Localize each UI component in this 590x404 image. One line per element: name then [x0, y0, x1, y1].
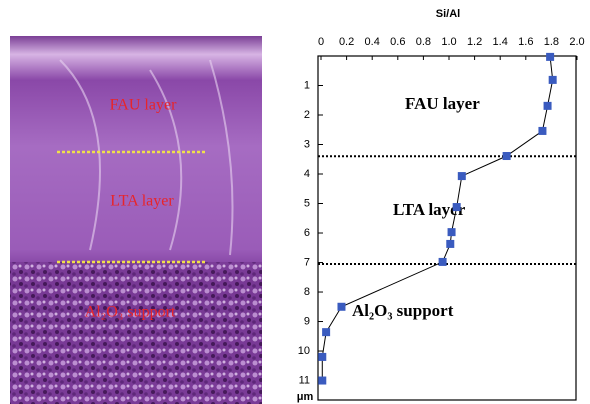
annotation: FAU layer	[405, 94, 480, 113]
support-texture	[10, 262, 262, 404]
micrograph-label: Al₂O₃ support	[85, 304, 176, 321]
x-tick-label: 1.8	[544, 36, 559, 48]
x-tick-label: 0.4	[365, 36, 380, 48]
y-axis-label: μm	[297, 391, 314, 403]
data-point	[503, 152, 511, 160]
data-point	[453, 203, 461, 211]
data-point	[458, 172, 466, 180]
x-tick-label: 0	[318, 36, 324, 48]
y-tick-label: 10	[298, 345, 310, 357]
data-point	[318, 377, 326, 385]
y-tick-label: 11	[299, 374, 310, 386]
y-tick-label: 8	[304, 286, 310, 298]
x-tick-label: 0.6	[390, 36, 405, 48]
y-tick-label: 7	[304, 256, 310, 268]
y-tick-label: 4	[304, 168, 310, 180]
micrograph-label: FAU layer	[110, 97, 177, 114]
data-point	[544, 102, 552, 110]
x-tick-label: 1.0	[441, 36, 456, 48]
data-point	[448, 228, 456, 236]
micrograph: FAU layer LTA layer Al₂O₃ support	[10, 36, 262, 404]
y-tick-label: 2	[304, 109, 310, 121]
x-tick-label: 1.4	[493, 36, 508, 48]
data-point	[546, 53, 554, 61]
y-tick-label: 3	[304, 138, 310, 150]
y-tick-label: 6	[304, 227, 310, 239]
data-point	[446, 240, 454, 248]
annotation: Al₂O₃ support	[352, 301, 454, 320]
data-point	[439, 258, 447, 266]
data-point	[337, 303, 345, 311]
x-tick-label: 0.8	[416, 36, 431, 48]
x-tick-label: 2.0	[569, 36, 584, 48]
chart: Si/Al μm FAU layer LTA layer Al₂O₃ suppo…	[297, 8, 585, 403]
figure: FAU layer LTA layer Al₂O₃ support Si/Al …	[0, 0, 590, 404]
micrograph-label: LTA layer	[110, 193, 174, 210]
data-point	[538, 127, 546, 135]
y-tick-label: 5	[304, 197, 310, 209]
x-axis-label: Si/Al	[436, 8, 460, 20]
x-tick-label: 1.6	[518, 36, 533, 48]
y-tick-label: 9	[304, 315, 310, 327]
x-tick-label: 0.2	[339, 36, 354, 48]
y-tick-label: 1	[304, 79, 310, 91]
x-tick-label: 1.2	[467, 36, 482, 48]
data-point	[322, 328, 330, 336]
data-point	[318, 353, 326, 361]
data-point	[549, 76, 557, 84]
